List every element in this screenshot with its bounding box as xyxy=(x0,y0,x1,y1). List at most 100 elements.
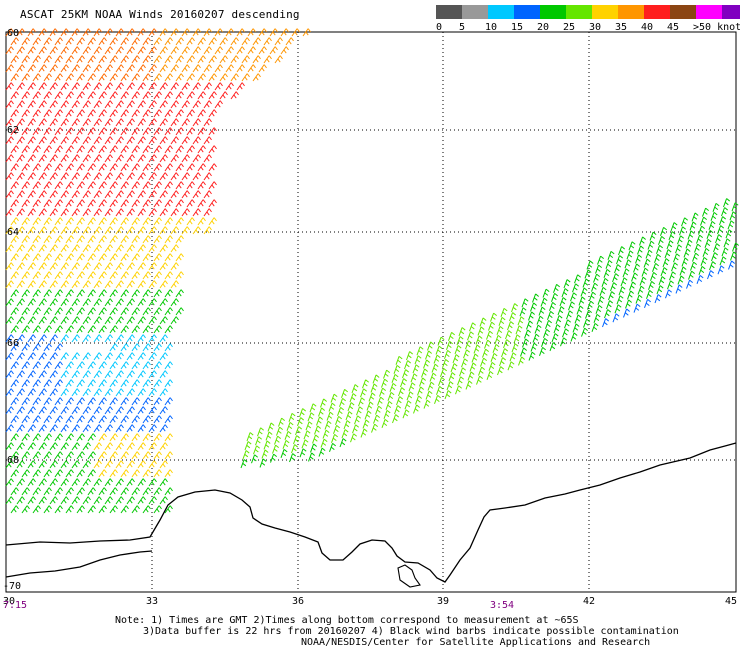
wind-barb xyxy=(104,190,113,199)
wind-barb xyxy=(349,393,357,403)
wind-barb xyxy=(71,424,80,433)
wind-barb xyxy=(43,379,52,388)
wind-barb xyxy=(608,291,616,301)
wind-barb xyxy=(164,415,173,424)
wind-barb xyxy=(677,235,685,245)
wind-barb xyxy=(186,109,195,118)
wind-barb xyxy=(284,430,292,440)
wind-barb xyxy=(21,91,30,100)
wind-barb xyxy=(423,399,431,409)
wind-barb xyxy=(115,406,124,415)
wind-barb xyxy=(574,314,582,324)
wind-barb xyxy=(456,336,464,346)
wind-barb xyxy=(727,220,735,230)
wind-barb xyxy=(159,46,168,55)
wind-barb xyxy=(71,370,80,379)
wind-barb xyxy=(137,46,146,55)
wind-barb xyxy=(5,262,14,271)
wind-barb xyxy=(330,393,338,403)
wind-barb xyxy=(404,360,412,370)
wind-barb xyxy=(16,208,25,217)
wind-barb xyxy=(87,379,96,388)
wind-barb xyxy=(522,338,530,348)
wind-barb xyxy=(38,226,47,235)
wind-barb xyxy=(43,253,52,262)
wind-barb xyxy=(115,316,124,325)
wind-barb xyxy=(43,433,52,442)
wind-barb xyxy=(252,37,261,46)
wind-barb xyxy=(104,154,113,163)
wind-barb xyxy=(368,392,376,402)
wind-barb xyxy=(645,249,653,259)
wind-barb xyxy=(702,247,710,257)
wind-barb xyxy=(214,46,223,55)
wind-barb xyxy=(104,118,113,127)
wind-barb xyxy=(153,145,162,154)
wind-barb xyxy=(421,368,429,378)
wind-barb xyxy=(87,37,96,46)
wind-barb xyxy=(433,354,441,364)
wind-barb xyxy=(137,334,146,343)
wind-barb xyxy=(109,451,118,460)
wind-barb xyxy=(170,262,179,271)
wind-barb xyxy=(93,244,102,253)
wind-barb xyxy=(16,496,25,505)
wind-barb xyxy=(82,190,91,199)
wind-barb xyxy=(484,339,492,349)
wind-barb xyxy=(87,235,96,244)
wind-barb xyxy=(322,429,330,439)
wind-barb xyxy=(492,343,500,353)
wind-barb xyxy=(104,370,113,379)
wind-barb xyxy=(427,381,435,391)
wind-barb xyxy=(192,118,201,127)
wind-barb xyxy=(197,127,206,136)
wind-barb xyxy=(225,46,234,55)
wind-barb xyxy=(71,496,80,505)
wind-barb xyxy=(120,127,129,136)
wind-barb xyxy=(219,91,228,100)
wind-barb xyxy=(38,460,47,469)
wind-barb xyxy=(604,309,612,319)
wind-barb xyxy=(27,28,36,37)
wind-barb xyxy=(27,352,36,361)
wind-barb xyxy=(586,260,594,270)
legend-label: 40 xyxy=(641,22,654,33)
wind-barb xyxy=(98,433,107,442)
wind-barb xyxy=(675,284,683,294)
wind-barb xyxy=(285,37,294,46)
wind-barb xyxy=(32,55,41,64)
wind-barb xyxy=(10,325,19,334)
wind-barb xyxy=(71,316,80,325)
wind-barb xyxy=(203,172,212,181)
wind-barb xyxy=(120,37,129,46)
lon-label: 39 xyxy=(437,596,449,607)
wind-barb xyxy=(175,253,184,262)
wind-barb xyxy=(131,307,140,316)
wind-barb xyxy=(27,226,36,235)
wind-barb xyxy=(54,307,63,316)
wind-barb xyxy=(109,397,118,406)
wind-barb xyxy=(473,344,481,354)
wind-barb xyxy=(76,127,85,136)
wind-barb xyxy=(148,298,157,307)
wind-barb xyxy=(115,28,124,37)
wind-barb xyxy=(148,478,157,487)
wind-barb xyxy=(137,262,146,271)
wind-barb xyxy=(27,46,36,55)
wind-barb xyxy=(76,505,85,514)
wind-barb xyxy=(148,334,157,343)
wind-barb xyxy=(93,46,102,55)
wind-barb xyxy=(142,307,151,316)
wind-barb xyxy=(21,415,30,424)
legend-label: 15 xyxy=(511,22,524,33)
wind-barb xyxy=(666,240,674,250)
wind-barb xyxy=(65,37,74,46)
wind-barb xyxy=(370,383,378,393)
wind-barb xyxy=(109,145,118,154)
wind-barb xyxy=(87,127,96,136)
wind-barb xyxy=(120,415,129,424)
wind-barb xyxy=(578,296,586,306)
wind-barb xyxy=(595,304,603,314)
wind-barb xyxy=(574,274,582,284)
wind-barb xyxy=(691,212,699,222)
